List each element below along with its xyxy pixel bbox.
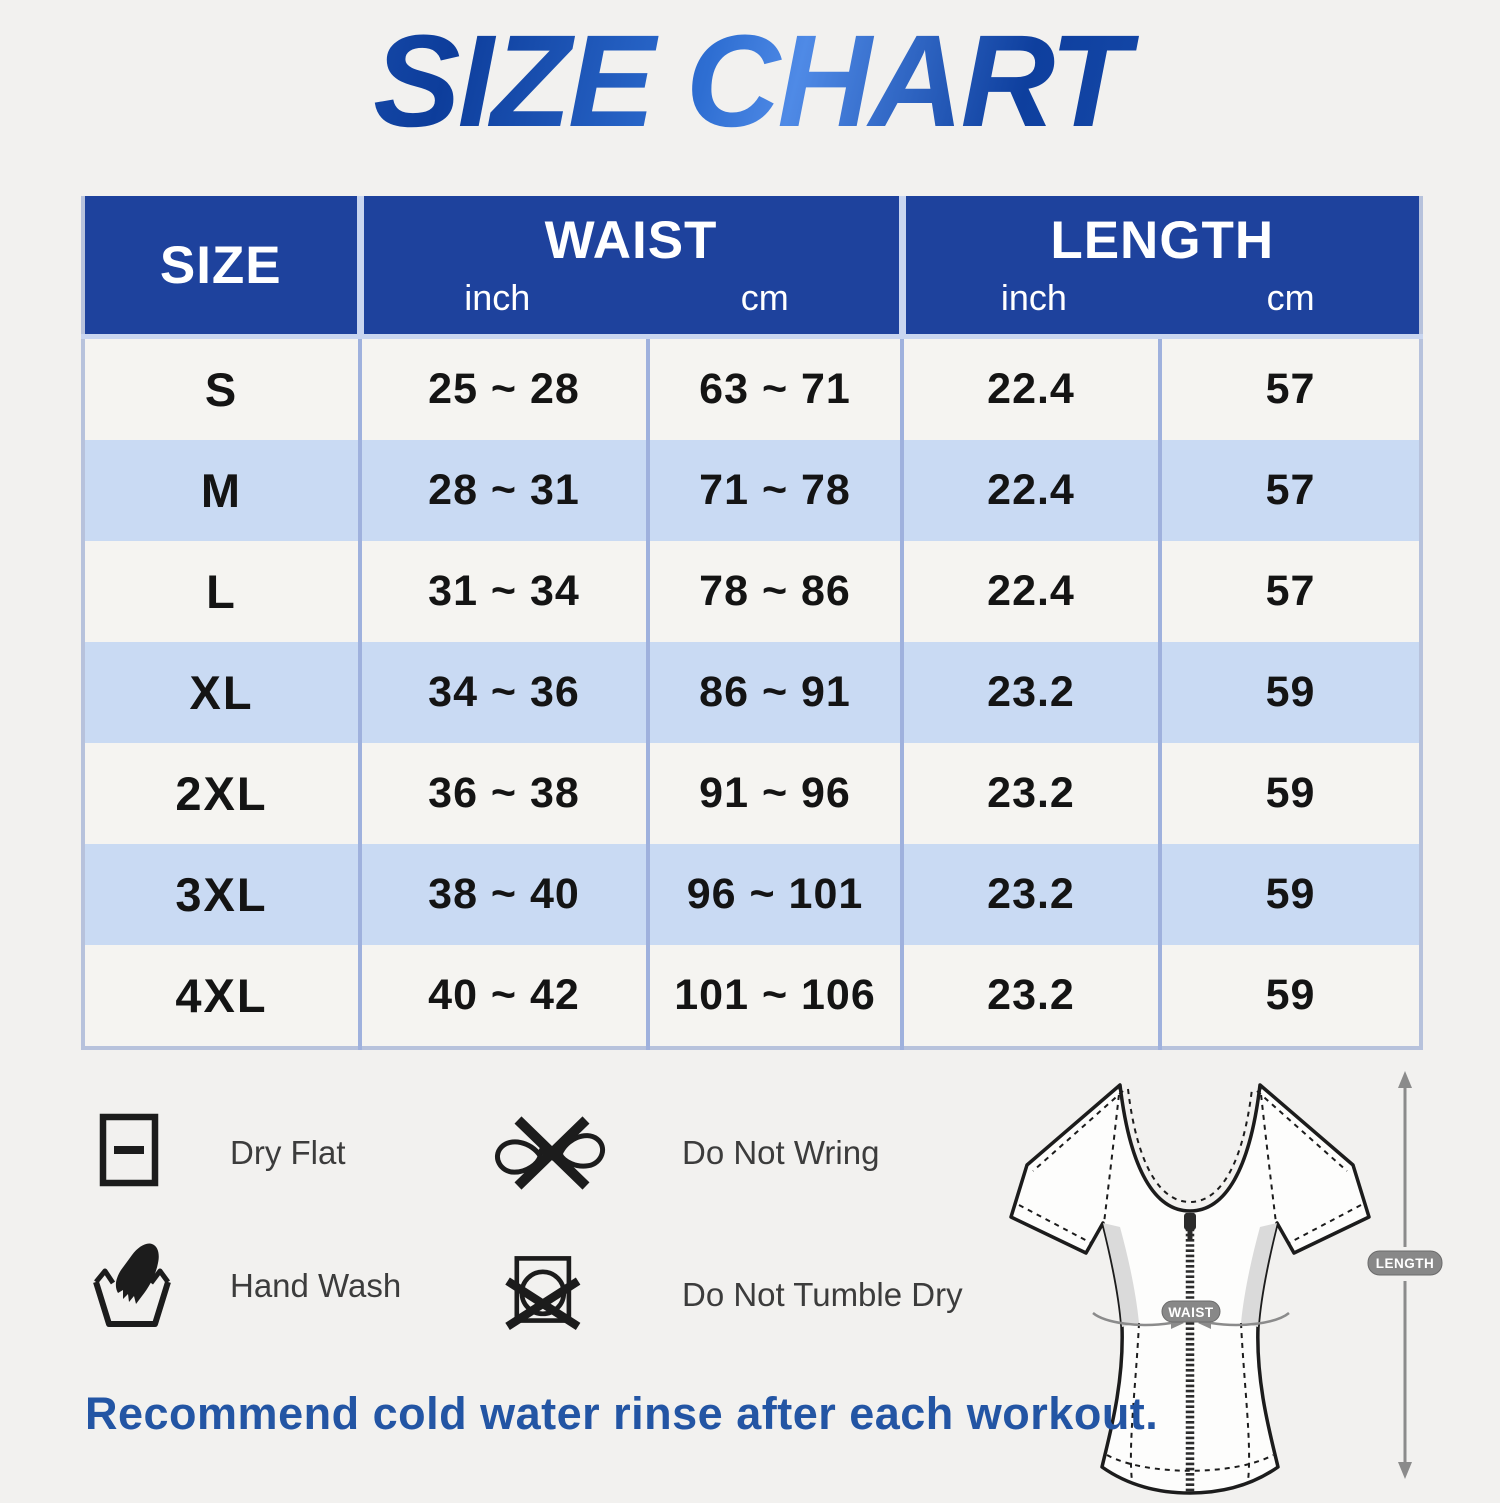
column-header-waist: WAIST inch cm (356, 196, 903, 339)
waist-inch-cell: 34 ~ 36 (358, 642, 648, 743)
zipper-slider (1184, 1213, 1196, 1230)
column-header-length: LENGTH inch cm (898, 196, 1422, 339)
waist-cm-cell: 63 ~ 71 (645, 336, 903, 440)
care-instruction-label: Dry Flat (230, 1133, 346, 1171)
size-table: SIZE WAIST inch cm LENGTH inch cm S 25 ~… (81, 196, 1424, 1050)
length-inch-cell: 22.4 (900, 541, 1161, 642)
waist-cm-cell: 78 ~ 86 (645, 541, 903, 642)
size-header-label: SIZE (159, 235, 282, 295)
do-not-tumble-dry-icon (500, 1250, 584, 1339)
do-not-wring-icon (490, 1108, 610, 1197)
table-row: L 31 ~ 34 78 ~ 86 22.4 57 (83, 541, 1422, 642)
care-instruction-label: Do Not Tumble Dry (682, 1275, 963, 1313)
care-instruction-label: Hand Wash (230, 1266, 402, 1304)
hand-wash-icon (90, 1238, 174, 1333)
length-unit-cm-label: cm (1266, 277, 1315, 318)
care-note: Recommend cold water rinse after each wo… (85, 1388, 1159, 1439)
length-inch-cell: 23.2 (900, 642, 1161, 743)
waist-cm-cell: 91 ~ 96 (645, 743, 903, 844)
zipper-pull (1187, 1230, 1193, 1239)
waist-inch-cell: 36 ~ 38 (358, 743, 648, 844)
page-title: SIZE CHART (0, 7, 1500, 155)
waist-inch-cell: 31 ~ 34 (358, 541, 648, 642)
waist-cm-cell: 101 ~ 106 (645, 945, 903, 1048)
side-panel-shading (1103, 1223, 1139, 1327)
length-pill (1367, 1250, 1443, 1276)
size-cell: 2XL (83, 743, 360, 844)
length-pill-label: LENGTH (1376, 1256, 1435, 1271)
seam-lines (1018, 1084, 1362, 1482)
waist-pill-label: WAIST (1168, 1305, 1214, 1320)
waist-unit-inch-label: inch (464, 277, 531, 318)
side-panel-shading (1241, 1223, 1277, 1327)
table-row: 4XL 40 ~ 42 101 ~ 106 23.2 59 (83, 945, 1422, 1048)
table-row: S 25 ~ 28 63 ~ 71 22.4 57 (83, 336, 1422, 440)
length-inch-cell: 22.4 (900, 336, 1161, 440)
length-unit-inch-label: inch (1000, 277, 1067, 318)
length-inch-cell: 23.2 (900, 945, 1161, 1048)
garment-outline (1009, 1083, 1371, 1495)
garment-diagram: WAIST LENGTH (1009, 1071, 1443, 1495)
table-row: 3XL 38 ~ 40 96 ~ 101 23.2 59 (83, 844, 1422, 945)
dry-flat-icon (98, 1112, 160, 1193)
length-cm-cell: 57 (1158, 336, 1422, 440)
size-cell: XL (83, 642, 360, 743)
care-instruction-hand-wash: Hand Wash (90, 1238, 401, 1333)
waist-inch-cell: 40 ~ 42 (358, 945, 648, 1048)
waist-pill (1161, 1300, 1221, 1323)
length-inch-cell: 22.4 (900, 440, 1161, 541)
length-cm-cell: 57 (1158, 541, 1422, 642)
waist-measure-arrow (1092, 1311, 1290, 1327)
table-row: 2XL 36 ~ 38 91 ~ 96 23.2 59 (83, 743, 1422, 844)
length-inch-cell: 23.2 (900, 844, 1161, 945)
waist-cm-cell: 96 ~ 101 (645, 844, 903, 945)
length-inch-cell: 23.2 (900, 743, 1161, 844)
waist-inch-cell: 38 ~ 40 (358, 844, 648, 945)
size-cell: 3XL (83, 844, 360, 945)
length-cm-cell: 59 (1158, 642, 1422, 743)
waist-cm-cell: 86 ~ 91 (645, 642, 903, 743)
table-header-row: SIZE WAIST inch cm LENGTH inch cm (83, 196, 1422, 339)
waist-unit-cm-label: cm (740, 277, 789, 318)
length-cm-cell: 59 (1158, 743, 1422, 844)
care-instruction-do-not-tumble-dry: Do Not Tumble Dry (500, 1250, 963, 1339)
length-cm-cell: 59 (1158, 844, 1422, 945)
size-cell: S (83, 336, 360, 440)
length-cm-cell: 57 (1158, 440, 1422, 541)
table-row: XL 34 ~ 36 86 ~ 91 23.2 59 (83, 642, 1422, 743)
table-row: M 28 ~ 31 71 ~ 78 22.4 57 (83, 440, 1422, 541)
care-instruction-dry-flat: Dry Flat (98, 1112, 346, 1193)
length-header-label: LENGTH (1050, 211, 1275, 270)
waist-inch-cell: 25 ~ 28 (358, 336, 648, 440)
size-cell: L (83, 541, 360, 642)
arrowhead-down (1398, 1462, 1412, 1479)
column-header-size: SIZE (83, 196, 360, 339)
care-instruction-do-not-wring: Do Not Wring (490, 1108, 879, 1197)
waist-header-label: WAIST (544, 211, 718, 270)
waist-inch-cell: 28 ~ 31 (358, 440, 648, 541)
arrowhead-up (1398, 1071, 1412, 1088)
length-cm-cell: 59 (1158, 945, 1422, 1048)
size-cell: 4XL (83, 945, 360, 1048)
care-instruction-label: Do Not Wring (682, 1133, 880, 1171)
waist-cm-cell: 71 ~ 78 (645, 440, 903, 541)
size-cell: M (83, 440, 360, 541)
